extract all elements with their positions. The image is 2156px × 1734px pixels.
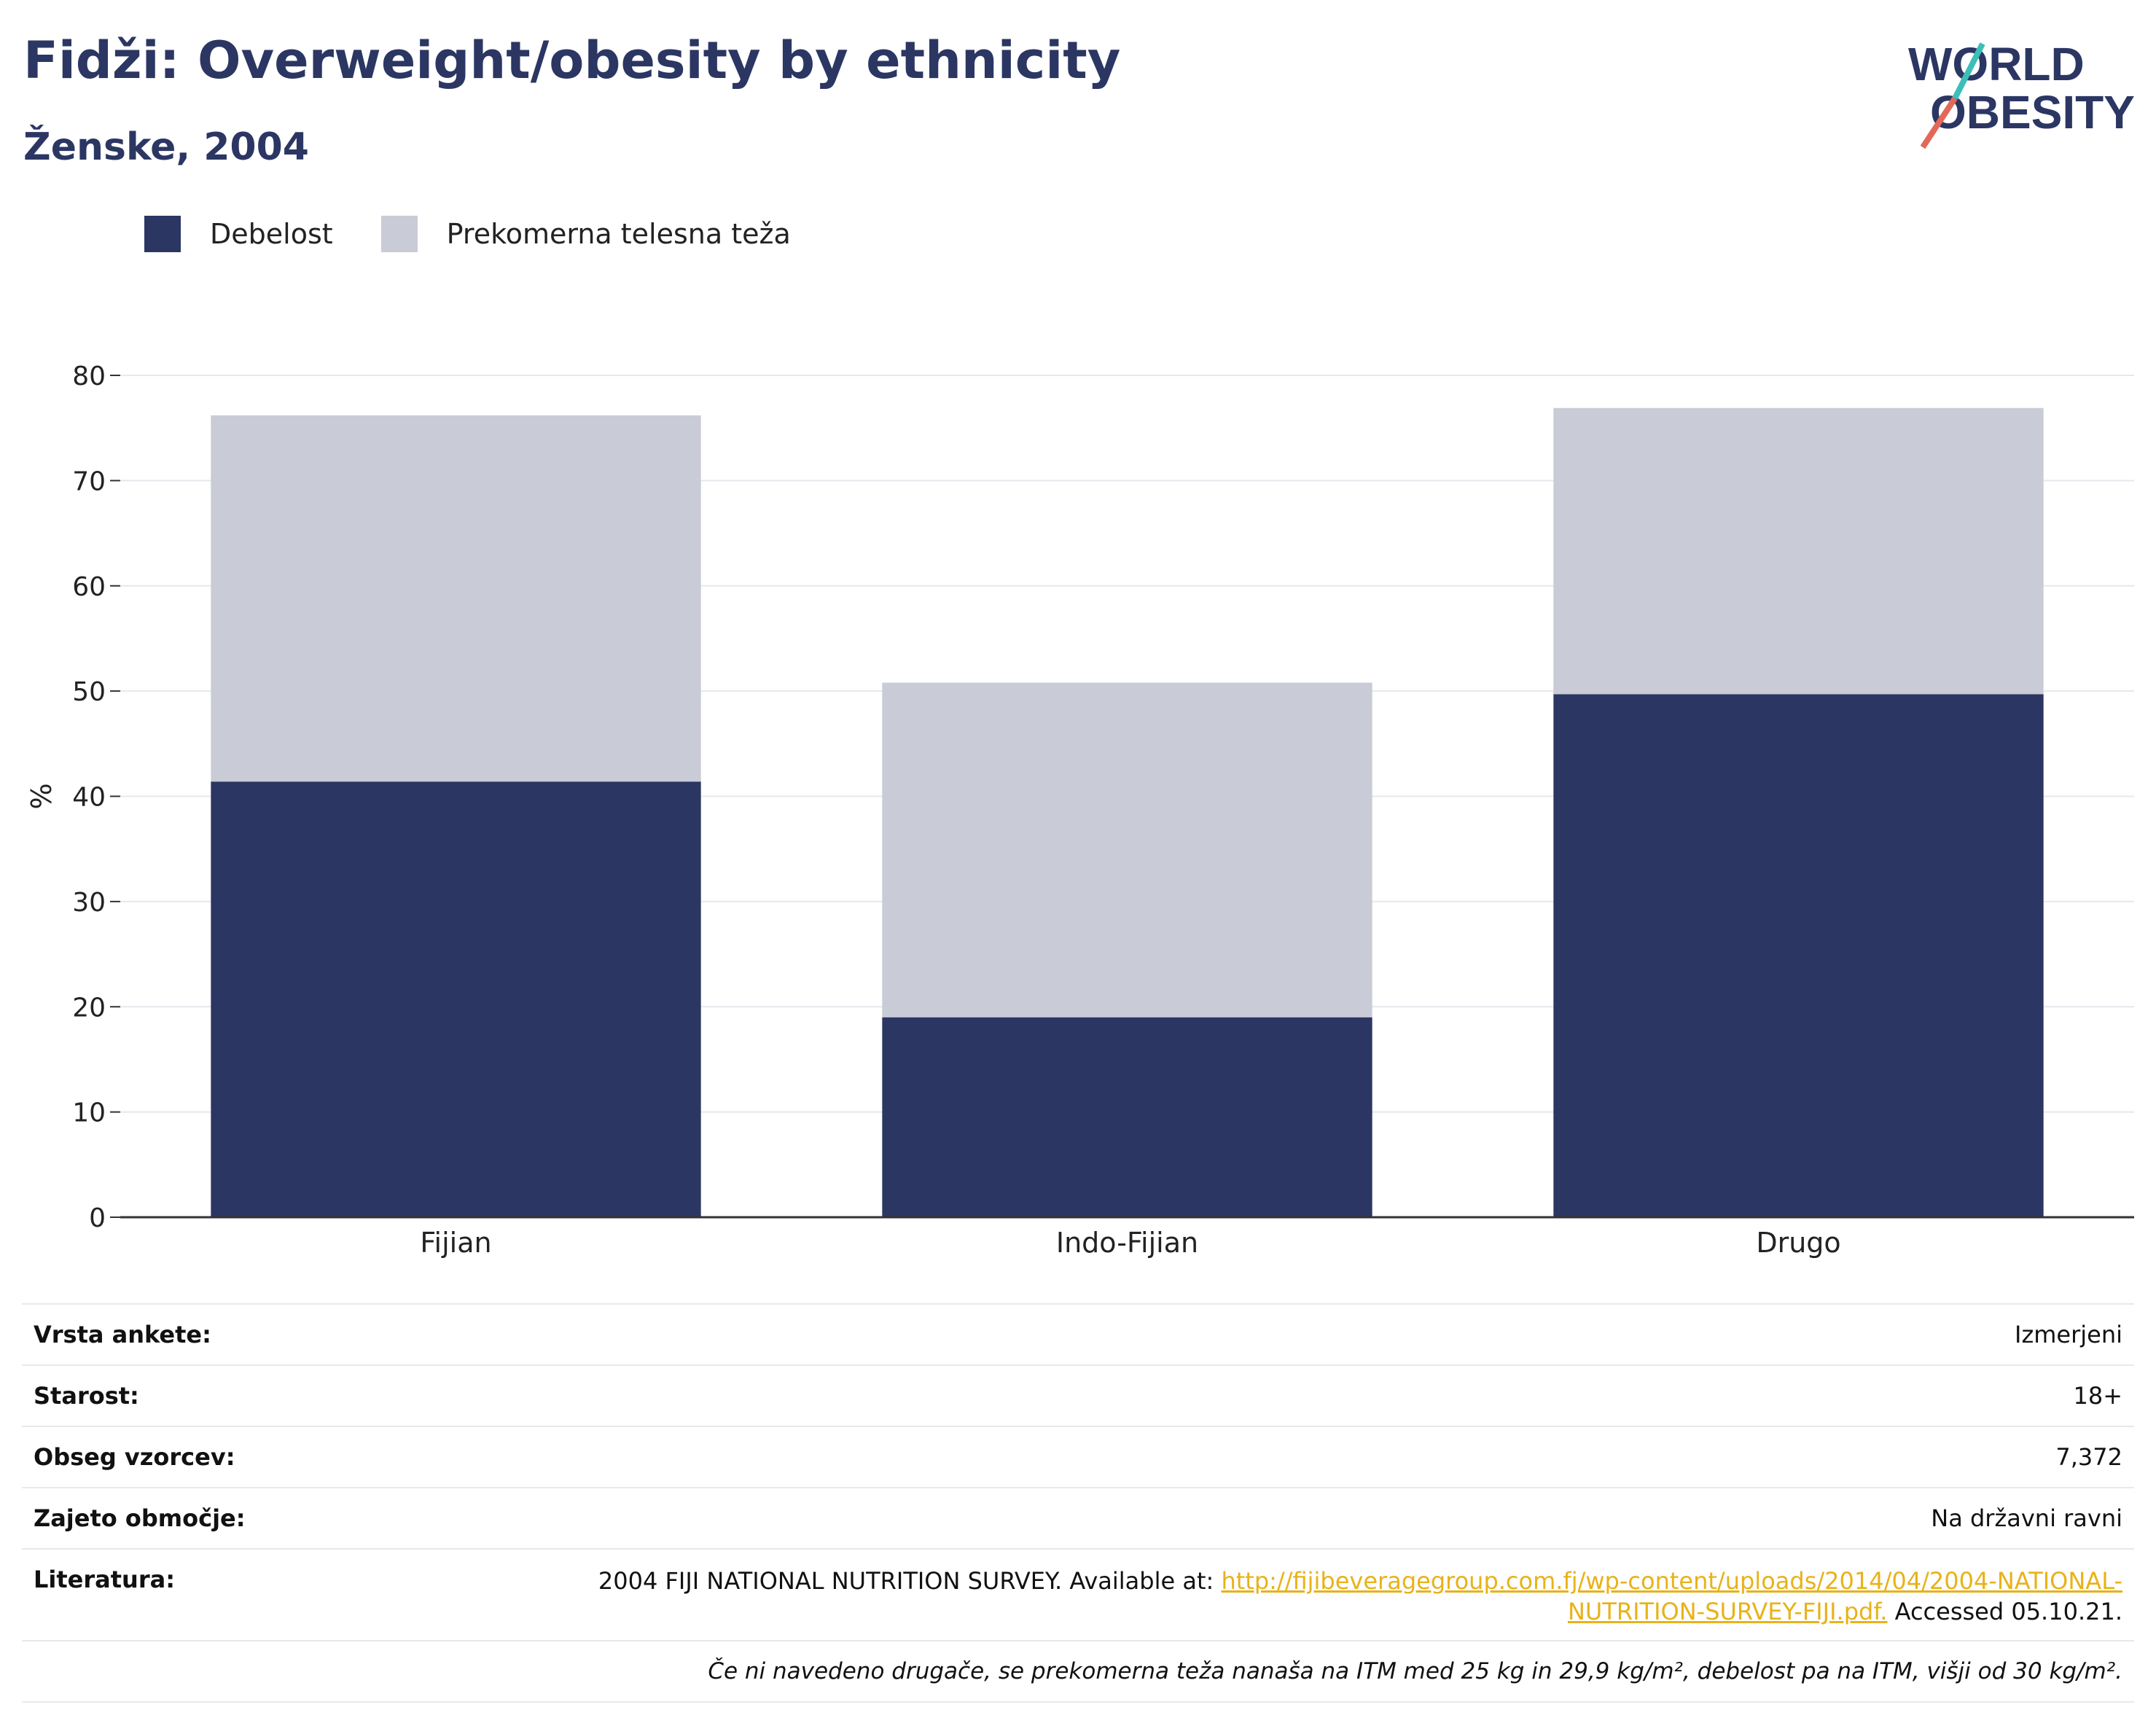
bar-overweight bbox=[882, 682, 1372, 1018]
y-axis-label: % bbox=[26, 783, 58, 809]
meta-label-area: Zajeto območje: bbox=[34, 1504, 246, 1532]
y-tick-label: 70 bbox=[72, 466, 106, 496]
logo-line-1: WORLD bbox=[1908, 38, 2085, 90]
meta-row-survey-type: Vrsta ankete: Izmerjeni bbox=[22, 1303, 2134, 1364]
meta-row-sample: Obseg vzorcev: 7,372 bbox=[22, 1426, 2134, 1487]
logo-line-2: OBESITY bbox=[1930, 86, 2135, 138]
legend-label-obesity: Debelost bbox=[210, 218, 333, 250]
reference-link[interactable]: http://fijibeveragegroup.com.fj/wp-conte… bbox=[1221, 1567, 2122, 1625]
legend-label-overweight: Prekomerna telesna teža bbox=[446, 218, 791, 250]
y-tick-label: 10 bbox=[72, 1098, 106, 1128]
bar-obesity bbox=[882, 1017, 1372, 1217]
meta-label-survey-type: Vrsta ankete: bbox=[34, 1321, 211, 1348]
reference-link-part-1[interactable]: http://fijibeveragegroup.com.fj/wp-conte… bbox=[1221, 1567, 2122, 1595]
meta-label-reference: Literatura: bbox=[34, 1566, 175, 1593]
meta-row-age: Starost: 18+ bbox=[22, 1364, 2134, 1426]
bar-obesity bbox=[211, 781, 701, 1217]
x-tick-label: Indo-Fijian bbox=[1056, 1227, 1198, 1259]
reference-link-part-2[interactable]: NUTRITION-SURVEY-FIJI.pdf. bbox=[1567, 1598, 1888, 1625]
reference-text: 2004 FIJI NATIONAL NUTRITION SURVEY. Ava… bbox=[598, 1567, 1214, 1595]
definition-note: Če ni navedeno drugače, se prekomerna te… bbox=[708, 1658, 2122, 1684]
reference-accessed: Accessed 05.10.21. bbox=[1894, 1598, 2122, 1625]
bar-obesity bbox=[1553, 694, 2044, 1217]
bar-overweight bbox=[1553, 407, 2044, 695]
x-tick-label: Drugo bbox=[1756, 1227, 1840, 1259]
x-tick-label: Fijian bbox=[420, 1227, 491, 1259]
meta-value-reference: 2004 FIJI NATIONAL NUTRITION SURVEY. Ava… bbox=[598, 1550, 2134, 1627]
meta-row-reference: Literatura: 2004 FIJI NATIONAL NUTRITION… bbox=[22, 1548, 2134, 1640]
chart-subtitle: Ženske, 2004 bbox=[23, 125, 309, 169]
meta-value-age: 18+ bbox=[2073, 1382, 2122, 1410]
meta-row-area: Zajeto območje: Na državni ravni bbox=[22, 1487, 2134, 1548]
legend: Debelost Prekomerna telesna teža bbox=[144, 216, 839, 252]
logo-slash-teal bbox=[1952, 42, 1985, 100]
meta-value-survey-type: Izmerjeni bbox=[2015, 1321, 2122, 1348]
y-tick-label: 60 bbox=[72, 572, 106, 602]
meta-label-age: Starost: bbox=[34, 1382, 139, 1410]
stacked-bar-chart: 0 10 20 30 40 50 60 70 80% Fijian Indo-Fijian Drugo bbox=[26, 362, 2134, 1259]
y-tick-label: 50 bbox=[72, 677, 106, 707]
y-tick-label: 20 bbox=[72, 993, 106, 1023]
legend-swatch-obesity bbox=[144, 216, 181, 252]
legend-item-obesity: Debelost bbox=[144, 216, 333, 252]
world-obesity-logo: WORLD OBESITY bbox=[1908, 38, 2135, 149]
metadata-table: Vrsta ankete: Izmerjeni Starost: 18+ Obs… bbox=[22, 1303, 2134, 1703]
meta-label-sample: Obseg vzorcev: bbox=[34, 1443, 235, 1471]
logo-slash-coral bbox=[1920, 96, 1958, 149]
meta-value-sample: 7,372 bbox=[2055, 1443, 2122, 1471]
y-tick-label: 0 bbox=[89, 1203, 106, 1233]
y-tick-label: 40 bbox=[72, 783, 106, 813]
legend-swatch-overweight bbox=[380, 216, 418, 252]
y-tick-label: 30 bbox=[72, 888, 106, 918]
meta-value-area: Na državni ravni bbox=[1931, 1504, 2122, 1532]
y-tick-label: 80 bbox=[72, 362, 106, 391]
legend-item-overweight: Prekomerna telesna teža bbox=[380, 216, 791, 252]
chart-title: Fidži: Overweight/obesity by ethnicity bbox=[23, 31, 1121, 90]
bar-overweight bbox=[211, 415, 701, 782]
meta-row-note: Če ni navedeno drugače, se prekomerna te… bbox=[22, 1640, 2134, 1703]
